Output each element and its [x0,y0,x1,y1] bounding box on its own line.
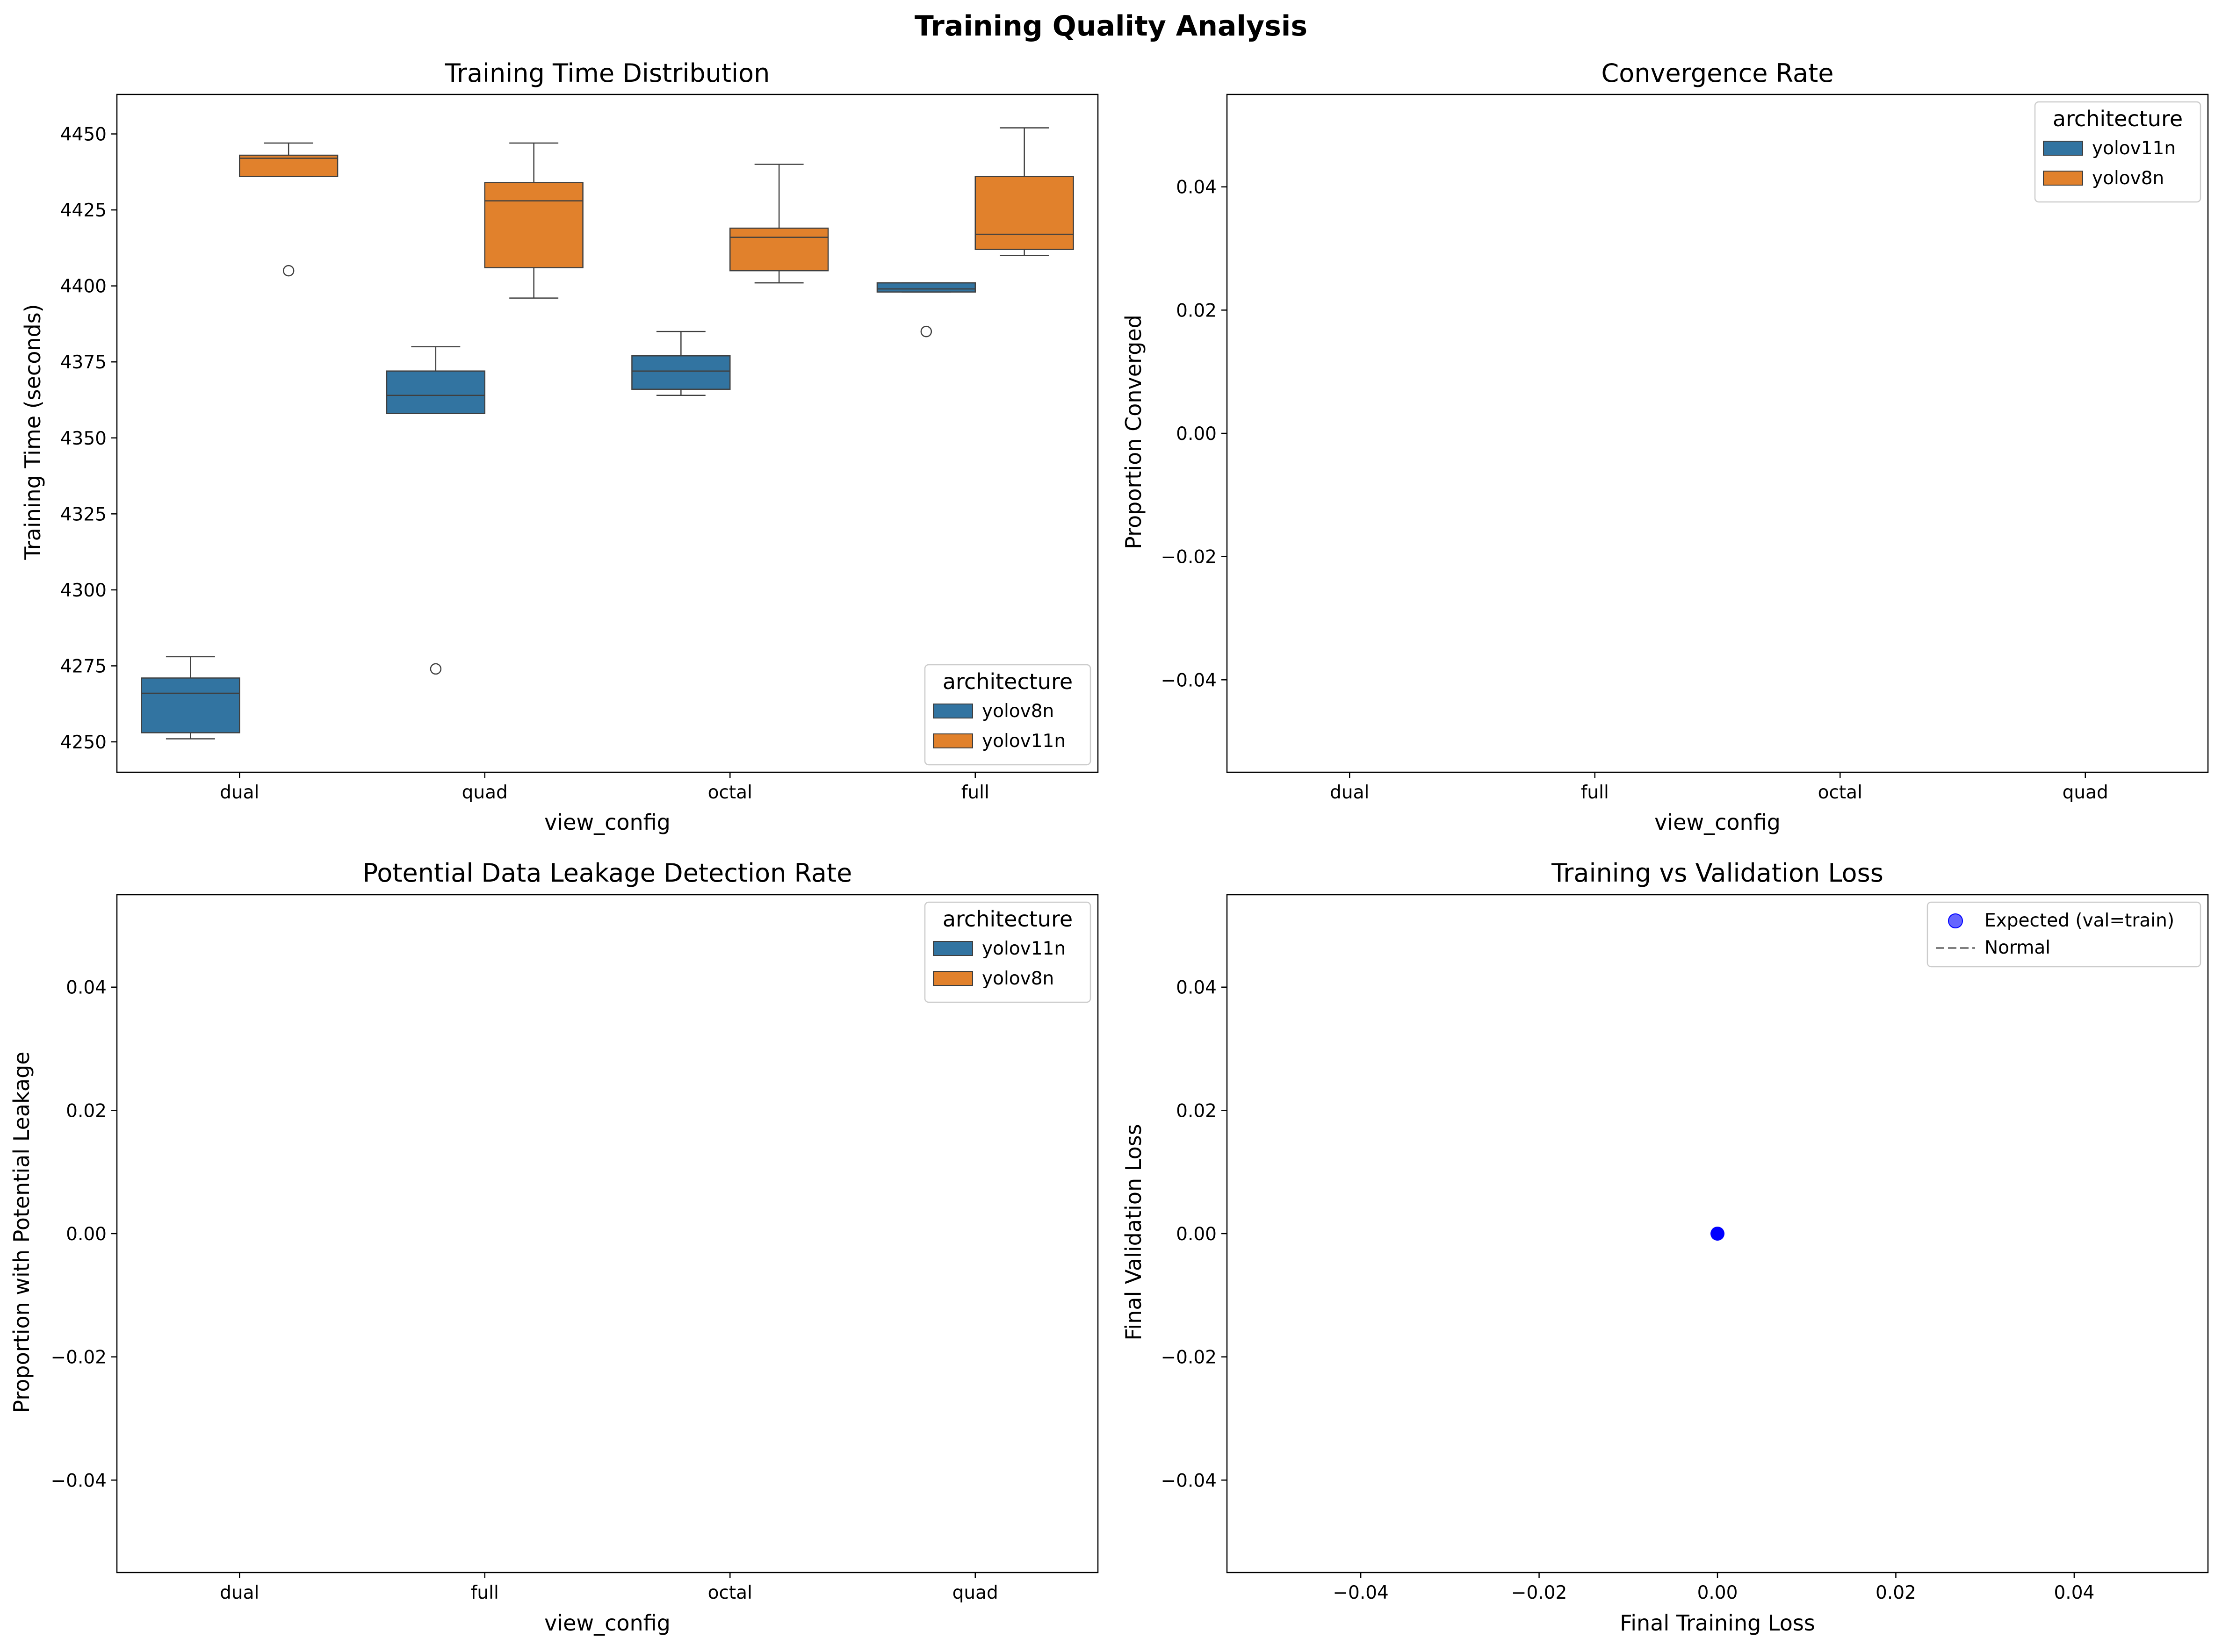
x-tick-label: −0.04 [1333,1582,1389,1603]
x-tick-label: octal [708,782,752,803]
panel-title: Potential Data Leakage Detection Rate [363,858,852,888]
x-tick-label: dual [220,782,259,803]
y-tick-label: 0.00 [66,1224,107,1245]
legend-entry: yolov11n [982,938,1066,959]
x-tick-label: 0.02 [1876,1582,1916,1603]
x-tick-label: full [961,782,989,803]
panel-convergence-rate: Convergence Rate view_config Proportion … [1121,58,2209,835]
x-axis-label: Final Training Loss [1620,1610,1815,1636]
y-tick-label: 0.04 [1176,977,1217,998]
legend-swatch [933,704,973,718]
y-axis-label: Proportion with Potential Leakage [9,1051,34,1413]
box-body [974,176,1074,250]
legend-entry: Normal [1984,937,2050,958]
legend-swatch [933,971,973,986]
panel-train-vs-val: Training vs Validation Loss Final Traini… [1121,858,2209,1636]
y-tick-label: −0.02 [1161,547,1217,568]
y-tick-label: 0.04 [1176,177,1217,198]
box-body [141,677,240,733]
x-tick-label: 0.04 [2054,1582,2094,1603]
legend-title: architecture [943,906,1073,932]
x-tick-label: full [1581,782,1609,803]
legend-entry: Expected (val=train) [1984,910,2174,931]
box-body [631,355,731,390]
y-tick-label: 4400 [60,276,107,297]
y-tick-label: 4300 [60,580,107,601]
flier-point [430,663,442,675]
scatter-point [1710,1227,1724,1241]
x-tick-label: dual [220,1582,259,1603]
flier-point [920,325,932,338]
panel-training-time: Training Time Distribution view_config T… [20,58,1099,835]
y-tick-label: −0.04 [1161,1470,1217,1491]
box-body [484,182,584,268]
y-tick-label: 0.02 [66,1100,107,1121]
legend-entry: yolov8n [2092,168,2164,189]
x-tick-label: 0.00 [1697,1582,1738,1603]
flier-point [282,265,295,277]
y-tick-label: 0.00 [1176,424,1217,445]
box-yolov8n-full [876,282,976,338]
box-yolov11n-quad [484,142,584,299]
y-tick-label: −0.02 [50,1347,107,1368]
panel-title: Convergence Rate [1601,58,1833,88]
y-tick-label: 0.04 [66,977,107,998]
axes-frame [116,93,1099,773]
y-tick-label: 4325 [60,504,107,525]
panel-leakage-rate: Potential Data Leakage Detection Rate vi… [9,858,1099,1636]
y-tick-label: 0.02 [1176,1100,1217,1121]
x-tick-label: quad [2063,782,2108,803]
panel-title: Training Time Distribution [445,58,770,88]
y-tick-label: 0.02 [1176,300,1217,321]
box-yolov8n-quad [386,346,486,675]
box-body [729,227,829,272]
legend-entry: yolov11n [982,731,1066,752]
x-axis-label: view_config [544,1610,671,1636]
y-tick-label: −0.02 [1161,1347,1217,1368]
y-tick-label: 4275 [60,656,107,677]
box-yolov11n-dual [239,142,339,277]
x-tick-label: full [471,1582,499,1603]
box-body [876,282,976,293]
x-tick-label: quad [952,1582,998,1603]
y-axis-label: Training Time (seconds) [20,304,45,560]
legend-entry: yolov8n [982,968,1054,989]
legend-entry: yolov11n [2092,138,2176,159]
legend-marker [1948,913,1963,928]
y-tick-label: 4450 [60,124,107,145]
legend-title: architecture [943,669,1073,694]
legend-entry: yolov8n [982,701,1054,722]
y-tick-label: 4250 [60,732,107,753]
x-axis-label: view_config [1654,810,1781,835]
figure-title: Training Quality Analysis [915,10,1307,43]
y-axis-label: Final Validation Loss [1121,1124,1146,1340]
legend-swatch [933,733,973,748]
x-axis-label: view_config [544,810,671,835]
legend-swatch [933,941,973,956]
y-tick-label: −0.04 [1161,670,1217,691]
box-yolov11n-full [974,127,1074,256]
x-tick-label: octal [1818,782,1862,803]
y-tick-label: 4425 [60,200,107,221]
box-body [386,370,486,414]
x-tick-label: octal [708,1582,752,1603]
x-tick-label: −0.02 [1511,1582,1567,1603]
box-yolov8n-octal [631,330,731,396]
legend-title: architecture [2053,106,2183,131]
box-yolov11n-octal [729,164,829,284]
legend-swatch [2043,141,2083,156]
x-tick-label: quad [462,782,508,803]
legend-frame [1926,901,2201,968]
y-tick-label: 4375 [60,352,107,373]
y-axis-label: Proportion Converged [1121,315,1146,549]
box-yolov8n-dual [141,656,240,740]
panel-title: Training vs Validation Loss [1551,858,1883,888]
legend-swatch [2043,171,2083,186]
x-tick-label: dual [1330,782,1369,803]
y-tick-label: 4350 [60,428,107,449]
y-tick-label: −0.04 [50,1470,107,1491]
y-tick-label: 0.00 [1176,1224,1217,1245]
